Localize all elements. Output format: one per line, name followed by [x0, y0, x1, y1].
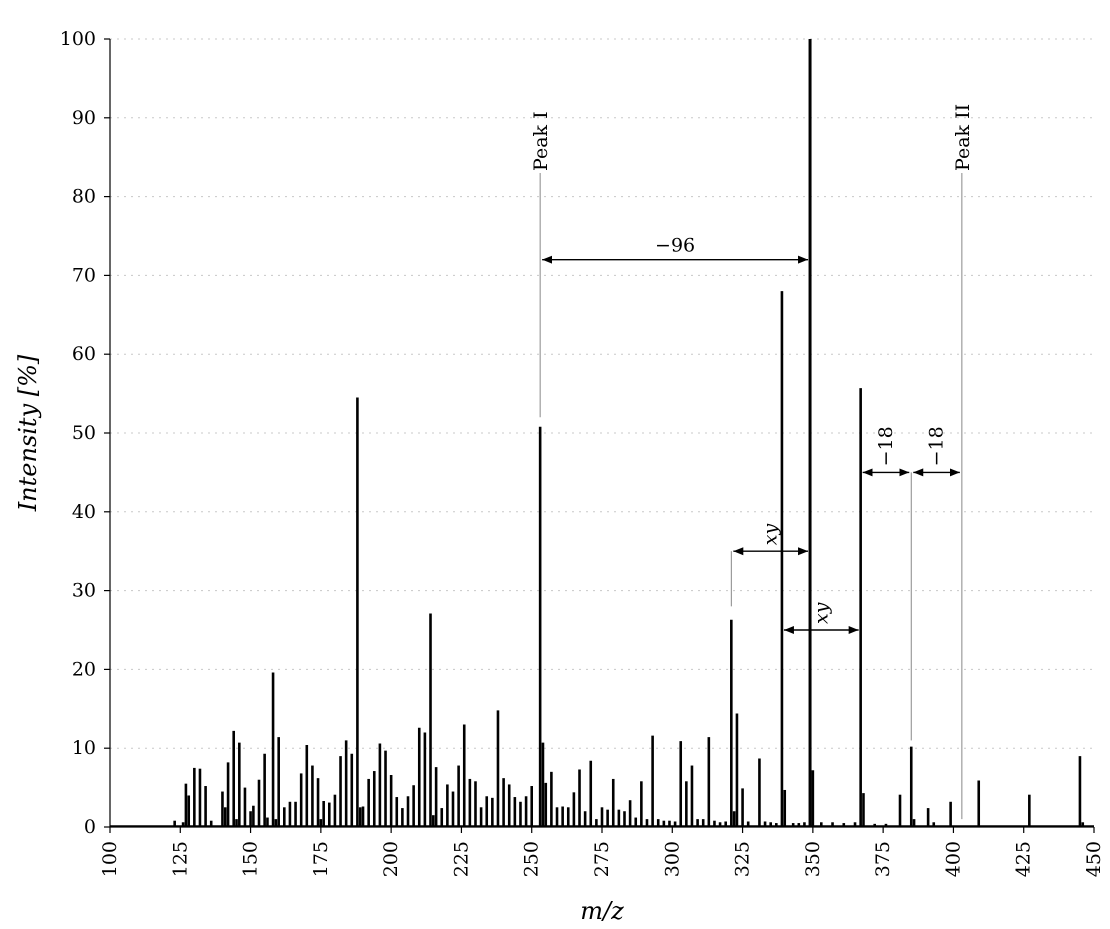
spectrum-peaks: [110, 39, 1094, 827]
x-tick-label: 250: [521, 841, 543, 877]
x-tick-label: 200: [380, 841, 402, 877]
minus18-label-1: −18: [875, 426, 897, 466]
y-ticks: 0 10 20 30 40 50 60 70 80 90 100: [60, 28, 110, 838]
y-tick-label: 100: [60, 28, 96, 50]
annotations: Peak I Peak II −96 xy xy −18 −18: [530, 104, 974, 820]
y-tick-label: 0: [84, 816, 96, 838]
x-tick-label: 400: [942, 841, 964, 877]
x-tick-label: 175: [310, 841, 332, 877]
peak-ii-label: Peak II: [952, 104, 974, 171]
peak-i-label: Peak I: [530, 111, 552, 171]
xy-label-2: xy: [810, 602, 832, 624]
x-ticks: 100 125 150 175 200 225 250 275 300 325 350 375 400 4…: [99, 827, 1105, 877]
x-tick-label: 325: [732, 841, 754, 877]
y-tick-label: 10: [72, 737, 96, 759]
x-tick-label: 375: [872, 841, 894, 877]
minus96-label: −96: [655, 235, 695, 257]
y-tick-label: 60: [72, 343, 96, 365]
x-tick-label: 300: [661, 841, 683, 877]
x-tick-label: 450: [1083, 841, 1105, 877]
y-tick-label: 30: [72, 580, 96, 602]
x-tick-label: 225: [450, 841, 472, 877]
y-axis-title: Intensity [%]: [14, 354, 42, 512]
y-tick-label: 20: [72, 658, 96, 680]
y-tick-label: 40: [72, 501, 96, 523]
x-axis-title: m/z: [580, 897, 624, 925]
x-tick-label: 275: [591, 841, 613, 877]
gridlines: [110, 38, 1094, 749]
x-tick-label: 350: [802, 841, 824, 877]
y-tick-label: 80: [72, 186, 96, 208]
y-tick-label: 90: [72, 107, 96, 129]
y-tick-label: 50: [72, 422, 96, 444]
x-tick-label: 125: [169, 841, 191, 877]
minus18-label-2: −18: [926, 426, 948, 466]
x-tick-label: 425: [1013, 841, 1035, 877]
xy-label-1: xy: [760, 523, 782, 545]
x-tick-label: 100: [99, 841, 121, 877]
y-tick-label: 70: [72, 264, 96, 286]
x-tick-label: 150: [240, 841, 262, 877]
